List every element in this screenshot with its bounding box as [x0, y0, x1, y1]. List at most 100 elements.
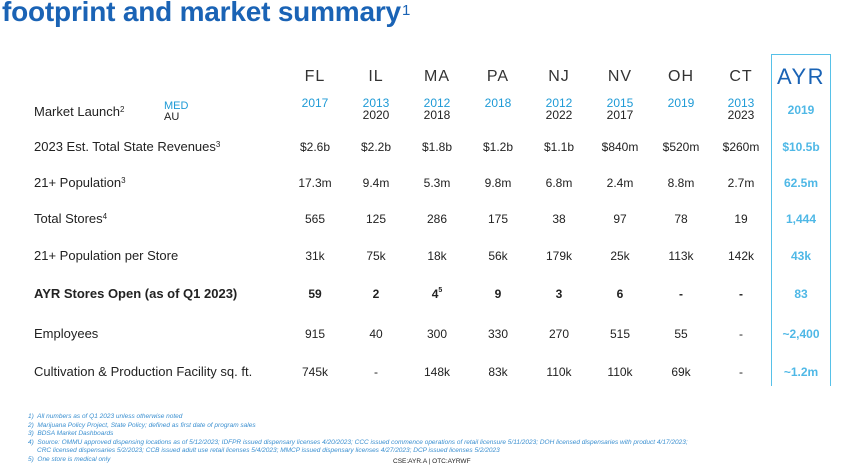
- market-launch-label: Market Launch2: [34, 104, 125, 119]
- cell-cultivation-ct: -: [713, 365, 769, 379]
- cell-value: 4: [431, 287, 439, 301]
- cell-population-ma: 5.3m: [409, 176, 465, 190]
- cell-employees-nj: 270: [531, 327, 587, 341]
- cell-cultivation-fl: 745k: [287, 365, 343, 379]
- footnote-line: 5) One store is medical only: [28, 455, 111, 463]
- launch-au-year: 2017: [606, 108, 634, 122]
- cell-value: 83k: [488, 365, 508, 379]
- ayr-cultivation: ~1.2m: [783, 365, 819, 379]
- launch-au-year: 2022: [545, 108, 573, 122]
- cell-value: 56k: [488, 249, 508, 263]
- cell-value: 2.4m: [606, 176, 634, 190]
- cell-value: $2.2b: [360, 140, 392, 154]
- au-label: AU: [164, 111, 180, 123]
- cell-employees-fl: 915: [287, 327, 343, 341]
- cell-value: 2: [372, 287, 380, 301]
- footnote-line: 4) Source: OMMU approved dispensing loca…: [28, 438, 688, 446]
- cell-value: 515: [609, 327, 631, 341]
- cell-employees-ct: -: [713, 327, 769, 341]
- cell-value: -: [679, 287, 683, 301]
- cell-revenues-fl: $2.6b: [287, 140, 343, 154]
- launch-med-year: 2012: [423, 96, 451, 110]
- ayr-revenues: $10.5b: [782, 140, 820, 154]
- cell-value: 55: [674, 327, 688, 341]
- cell-employees-ma: 300: [409, 327, 465, 341]
- cell-value: 745k: [301, 365, 329, 379]
- ayr-ayr_stores: 83: [794, 287, 808, 301]
- cell-stores-il: 125: [348, 212, 404, 226]
- cell-value: 270: [548, 327, 570, 341]
- cell-revenues-oh: $520m: [653, 140, 709, 154]
- cell-cultivation-nj: 110k: [531, 365, 587, 379]
- launch-med-year: 2015: [606, 96, 634, 110]
- cell-stores-oh: 78: [653, 212, 709, 226]
- cell-employees-il: 40: [348, 327, 404, 341]
- cell-revenues-nj: $1.1b: [531, 140, 587, 154]
- ayr-pop_per_store: 43k: [790, 249, 812, 263]
- ticker-symbols: CSE:AYR.A | OTC:AYRWF: [393, 458, 471, 465]
- cell-stores-fl: 565: [287, 212, 343, 226]
- cell-stores-nv: 97: [592, 212, 648, 226]
- cell-ayr_stores-fl: 59: [287, 287, 343, 301]
- footnote-line: CRC licensed dispensaries 5/2/2023; CCB …: [28, 447, 500, 454]
- cell-ayr_stores-nv: 6: [592, 287, 648, 301]
- footnote-line: 2) Marijuana Policy Project, State Polic…: [28, 421, 256, 429]
- cell-population-il: 9.4m: [348, 176, 404, 190]
- cell-value: 17.3m: [298, 176, 332, 190]
- cell-cultivation-il: -: [348, 365, 404, 379]
- cell-pop_per_store-ct: 142k: [713, 249, 769, 263]
- cell-value: -: [739, 327, 743, 341]
- cell-revenues-ma: $1.8b: [409, 140, 465, 154]
- launch-cell-oh: 2019: [653, 97, 709, 109]
- footnote-line: 3) BDSA Market Dashboards: [28, 430, 114, 437]
- cell-stores-ma: 286: [409, 212, 465, 226]
- cell-population-nv: 2.4m: [592, 176, 648, 190]
- ayr-stores: 1,444: [785, 212, 817, 226]
- launch-cell-nv: 2015 2017: [592, 97, 648, 121]
- cell-ayr_stores-ma: 45: [409, 287, 465, 301]
- ayr-market-launch: 2019: [787, 103, 815, 117]
- state-header-ma: MA: [424, 68, 450, 85]
- cell-value: 8.8m: [667, 176, 695, 190]
- row-label-stores: Total Stores4: [34, 211, 107, 226]
- cell-pop_per_store-ma: 18k: [409, 249, 465, 263]
- launch-au-year: 2020: [362, 108, 390, 122]
- cell-stores-ct: 19: [713, 212, 769, 226]
- cell-value: 25k: [610, 249, 630, 263]
- launch-med-year: 2012: [545, 96, 573, 110]
- launch-cell-ma: 2012 2018: [409, 97, 465, 121]
- cell-population-pa: 9.8m: [470, 176, 526, 190]
- launch-au-year: 2018: [423, 108, 451, 122]
- launch-med-year: 2013: [362, 96, 390, 110]
- cell-stores-pa: 175: [470, 212, 526, 226]
- row-label-cultivation: Cultivation & Production Facility sq. ft…: [34, 364, 252, 379]
- launch-med-year: 2017: [301, 96, 329, 110]
- ayr-population: 62.5m: [783, 176, 819, 190]
- cell-value: -: [374, 365, 378, 379]
- cell-ayr_stores-nj: 3: [531, 287, 587, 301]
- row-label-text: Total Stores: [34, 211, 103, 226]
- cell-value: 75k: [366, 249, 386, 263]
- ayr-column-header: AYR: [776, 64, 826, 89]
- cell-population-nj: 6.8m: [531, 176, 587, 190]
- page-title: footprint and market summary1: [2, 0, 411, 27]
- cell-value: $1.1b: [543, 140, 575, 154]
- cell-population-oh: 8.8m: [653, 176, 709, 190]
- footnotes: 1) All numbers as of Q1 2023 unless othe…: [28, 413, 688, 464]
- cell-value: 18k: [427, 249, 447, 263]
- ayr-employees: ~2,400: [782, 327, 820, 341]
- cell-value: 915: [304, 327, 326, 341]
- cell-value: 9.8m: [484, 176, 512, 190]
- cell-value: 78: [674, 212, 688, 226]
- cell-population-fl: 17.3m: [287, 176, 343, 190]
- cell-employees-nv: 515: [592, 327, 648, 341]
- cell-pop_per_store-fl: 31k: [287, 249, 343, 263]
- launch-cell-nj: 2012 2022: [531, 97, 587, 121]
- cell-value: 300: [426, 327, 448, 341]
- cell-pop_per_store-nj: 179k: [531, 249, 587, 263]
- row-label-population: 21+ Population3: [34, 175, 126, 190]
- cell-value: $260m: [722, 140, 760, 154]
- cell-pop_per_store-il: 75k: [348, 249, 404, 263]
- cell-value: 179k: [545, 249, 573, 263]
- row-label-ayr_stores: AYR Stores Open (as of Q1 2023): [34, 286, 237, 301]
